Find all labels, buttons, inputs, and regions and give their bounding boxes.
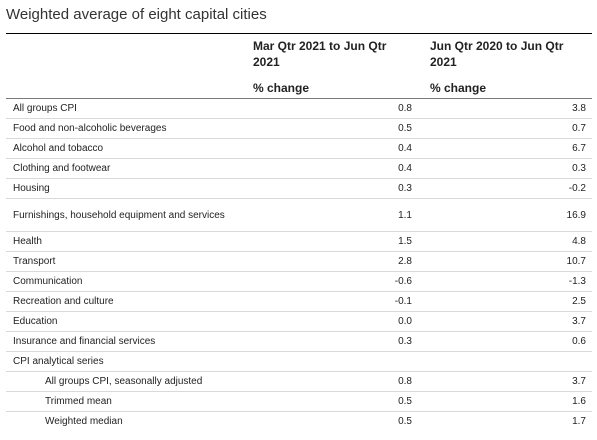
row-label: Food and non-alcoholic beverages [6, 118, 238, 139]
qtr-change-value [238, 351, 418, 372]
annual-change-value: 16.9 [418, 198, 592, 232]
section-label: CPI analytical series [6, 351, 238, 372]
qtr-change-value: 0.5 [238, 391, 418, 412]
qtr-change-value: 0.0 [238, 311, 418, 332]
annual-change-value: 3.7 [418, 311, 592, 332]
qtr-change-value: 0.4 [238, 138, 418, 159]
annual-change-value: 6.7 [418, 138, 592, 159]
table-row: Trimmed mean 0.5 1.6 [6, 391, 592, 412]
column-unit-annual: % change [418, 78, 592, 99]
qtr-change-value: 0.5 [398, 416, 412, 427]
header-row-period: Mar Qtr 2021 to Jun Qtr 2021 Jun Qtr 202… [6, 33, 592, 78]
table-row: Education 0.0 3.7 [6, 311, 592, 332]
row-label: Furnishings, household equipment and ser… [6, 198, 238, 232]
annual-change-value: 2.5 [418, 291, 592, 312]
row-label: Clothing and footwear [6, 158, 238, 179]
annual-change-value: 3.8 [418, 98, 592, 119]
column-header-quarterly: Mar Qtr 2021 to Jun Qtr 2021 [238, 33, 418, 78]
table-row: Food and non-alcoholic beverages 0.5 0.7 [6, 118, 592, 139]
annual-change-value: 0.3 [418, 158, 592, 179]
qtr-change-value: -0.6 [238, 271, 418, 292]
annual-change-value: 4.8 [418, 231, 592, 252]
row-label: All groups CPI [6, 98, 238, 119]
row-label: Insurance and financial services [6, 331, 238, 352]
header-row-unit: % change % change [6, 78, 592, 99]
table-row: Insurance and financial services 0.3 0.6 [6, 331, 592, 352]
qtr-change-value: 0.3 [238, 331, 418, 352]
table-row: Furnishings, household equipment and ser… [6, 198, 592, 232]
annual-change-value: -0.2 [418, 178, 592, 199]
annual-change-value: 10.7 [418, 251, 592, 272]
header-blank [6, 78, 238, 99]
qtr-change-value: 2.8 [238, 251, 418, 272]
table-row: Transport 2.8 10.7 [6, 251, 592, 272]
table-row: Housing 0.3 -0.2 [6, 178, 592, 199]
row-label: Trimmed mean [6, 391, 238, 412]
column-header-annual: Jun Qtr 2020 to Jun Qtr 2021 [418, 33, 592, 78]
qtr-change-value: 0.8 [238, 371, 418, 392]
row-label: Education [6, 311, 238, 332]
qtr-change-value: 0.3 [238, 178, 418, 199]
table-row: Health 1.5 4.8 [6, 231, 592, 252]
qtr-change-value: 1.1 [238, 198, 418, 232]
annual-change-value [418, 351, 592, 372]
annual-change-value: 0.6 [418, 331, 592, 352]
row-label: Communication [6, 271, 238, 292]
table-row: Alcohol and tobacco 0.4 6.7 [6, 138, 592, 159]
cpi-table: Mar Qtr 2021 to Jun Qtr 2021 Jun Qtr 202… [6, 33, 592, 431]
annual-change-value: 3.7 [418, 371, 592, 392]
section-header-row: CPI analytical series [6, 351, 592, 372]
qtr-change-value: 0.8 [238, 98, 418, 119]
row-label: Weighted median [45, 416, 123, 427]
table-title: Weighted average of eight capital cities [6, 6, 267, 23]
table-row: Clothing and footwear 0.4 0.3 [6, 158, 592, 179]
table-row: Communication -0.6 -1.3 [6, 271, 592, 292]
table-row: All groups CPI 0.8 3.8 [6, 98, 592, 119]
annual-change-value: 1.7 [572, 416, 586, 427]
row-label: Housing [6, 178, 238, 199]
annual-change-value: -1.3 [418, 271, 592, 292]
annual-change-value: 0.7 [418, 118, 592, 139]
table-row: Recreation and culture -0.1 2.5 [6, 291, 592, 312]
row-label: All groups CPI, seasonally adjusted [6, 371, 238, 392]
annual-change-value: 1.6 [418, 391, 592, 412]
qtr-change-value: 0.5 [238, 118, 418, 139]
row-label: Transport [6, 251, 238, 272]
table-row: Weighted median 0.5 1.7 [6, 412, 592, 432]
qtr-change-value: -0.1 [238, 291, 418, 312]
column-unit-quarterly: % change [238, 78, 418, 99]
qtr-change-value: 1.5 [238, 231, 418, 252]
table-row: All groups CPI, seasonally adjusted 0.8 … [6, 371, 592, 392]
row-label: Alcohol and tobacco [6, 138, 238, 159]
header-blank [6, 33, 238, 78]
row-label: Health [6, 231, 238, 252]
row-label: Recreation and culture [6, 291, 238, 312]
qtr-change-value: 0.4 [238, 158, 418, 179]
